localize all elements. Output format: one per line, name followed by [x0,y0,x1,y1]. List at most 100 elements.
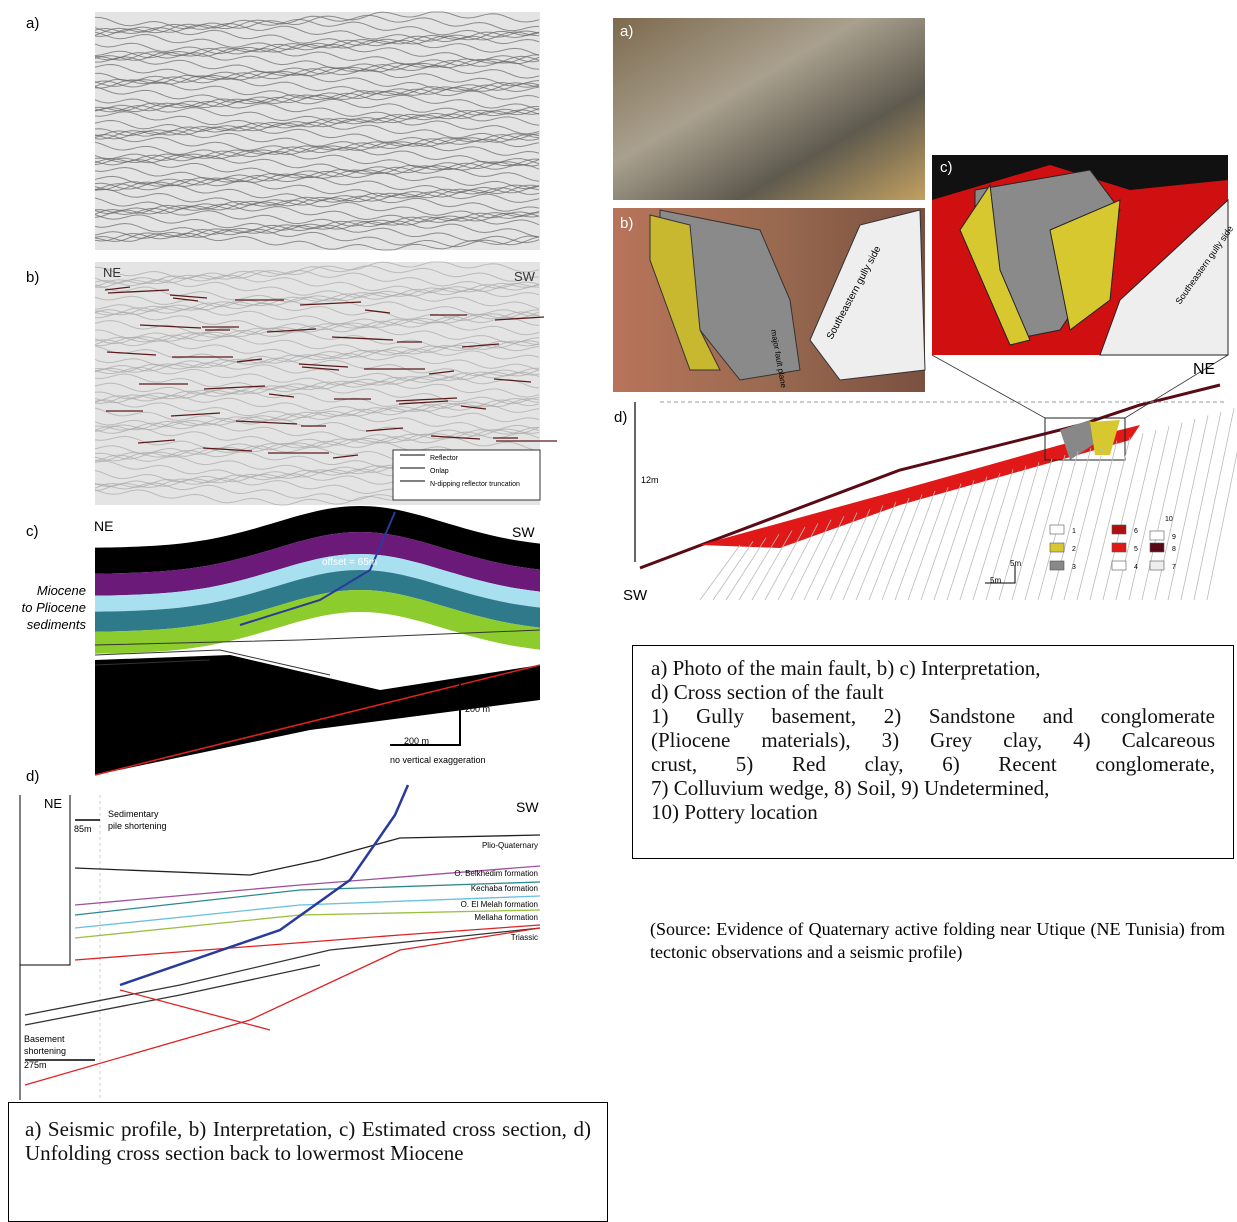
shape [25,928,540,1015]
caption-line: (Pliocene materials), 3) Grey clay, 4) C… [651,728,1215,752]
shape [1207,405,1237,600]
panel-label: c) [26,523,39,540]
shape [1112,543,1126,552]
shape [908,487,948,600]
shape [932,355,1228,418]
shortening-label: Sedimentary [108,809,159,819]
shape [934,480,974,600]
shape [120,990,270,1030]
sw-label: SW [514,269,536,284]
shortening-label: Basement [24,1034,65,1044]
panel-label: a) [620,23,633,40]
shortening-label: pile shortening [108,821,167,831]
shape [1112,525,1126,534]
legend-item: 6 [1134,528,1138,535]
figures: 12345678910 a) b) NE SW Reflector Onlap … [0,0,1237,1211]
caption: a) Photo of the main fault, b) c) Interp… [632,645,1234,859]
legend-item: Reflector [430,455,459,462]
legend-item: Onlap [430,468,449,475]
shape [75,910,540,938]
scale-label: 200 m [465,704,490,714]
ne-label: NE [94,518,113,534]
shape [25,965,320,1025]
shape [1050,561,1064,570]
shape [1129,426,1169,600]
legend-item: 9 [1172,534,1176,541]
ne-label: NE [44,796,62,811]
caption-line: crust, 5) Red clay, 6) Recent conglomera… [651,752,1215,776]
shape [1194,408,1234,600]
shape [999,462,1039,600]
shape [1150,531,1164,540]
sw-label: SW [623,587,648,604]
shape [726,538,766,600]
shortening-label: 85m [74,824,92,834]
sw-label: SW [512,524,535,540]
shape [947,477,987,600]
caption-line: d) Cross section of the fault [651,680,1215,704]
shape [1050,543,1064,552]
panel-label: b) [26,269,39,286]
shape [1051,448,1091,600]
panel-label: b) [620,215,633,232]
shape [921,484,961,600]
shape [1077,441,1117,600]
legend-item: 1 [1072,528,1076,535]
shape [1116,430,1156,600]
shape [613,18,925,200]
sediment-label: Miocene [37,583,86,598]
caption-line: 7) Colluvium wedge, 8) Soil, 9) Undeterm… [651,776,1215,800]
shape [882,495,922,600]
shape [1012,459,1052,600]
caption: a) Seismic profile, b) Interpretation, c… [8,1102,608,1222]
legend-item: 8 [1172,546,1176,553]
shape [1150,543,1164,552]
caption-line: 10) Pottery location [651,800,1215,824]
shape [25,928,540,1085]
shape [1181,412,1221,600]
legend-item: 3 [1072,564,1076,571]
scale-label: 5m [1010,559,1021,568]
panel-label: c) [940,159,953,176]
sediment-label: sediments [27,617,87,632]
page: 12345678910 a) b) NE SW Reflector Onlap … [0,0,1237,1211]
formation-label: Mellaha formation [474,913,538,922]
shape [120,785,408,985]
caption-line: a) Photo of the main fault, b) c) Interp… [651,656,1215,680]
shortening-label: 275m [24,1060,47,1070]
formation-label: O. El Melah formation [461,900,538,909]
shape [1155,419,1195,600]
legend-item: 7 [1172,564,1176,571]
height-label: 12m [641,475,659,485]
offset-label: offset = 65m [322,557,377,568]
formation-label: O. Belkhedim formation [454,869,538,878]
panel-label: d) [26,768,39,785]
scale-label: 5m [990,576,1001,585]
shortening-label: shortening [24,1046,66,1056]
shape [713,541,753,600]
legend-item: 5 [1134,546,1138,553]
shape [895,491,935,600]
shape [700,545,740,600]
shape [1064,444,1104,600]
scale-note: no vertical exaggeration [390,755,486,765]
panel-label: d) [614,409,627,426]
shape [1168,415,1208,600]
sw-label: SW [516,799,539,815]
shape [1090,437,1130,600]
shape [1112,561,1126,570]
panel-label: a) [26,15,39,32]
ne-label: NE [103,265,121,280]
shape [1050,525,1064,534]
legend-item: N-dipping reflector truncation [430,481,520,488]
source-note: (Source: Evidence of Quaternary active f… [650,918,1225,964]
ne-label: NE [1193,361,1215,378]
legend-item: 4 [1134,564,1138,571]
formation-label: Kechaba formation [471,884,538,893]
sediment-label: to Pliocene [22,600,86,615]
caption-line: 1) Gully basement, 2) Sandstone and cong… [651,704,1215,728]
legend-item: 10 [1165,516,1173,523]
scale-label: 200 m [404,736,429,746]
shape [1142,423,1182,600]
formation-label: Plio-Quaternary [482,841,538,850]
